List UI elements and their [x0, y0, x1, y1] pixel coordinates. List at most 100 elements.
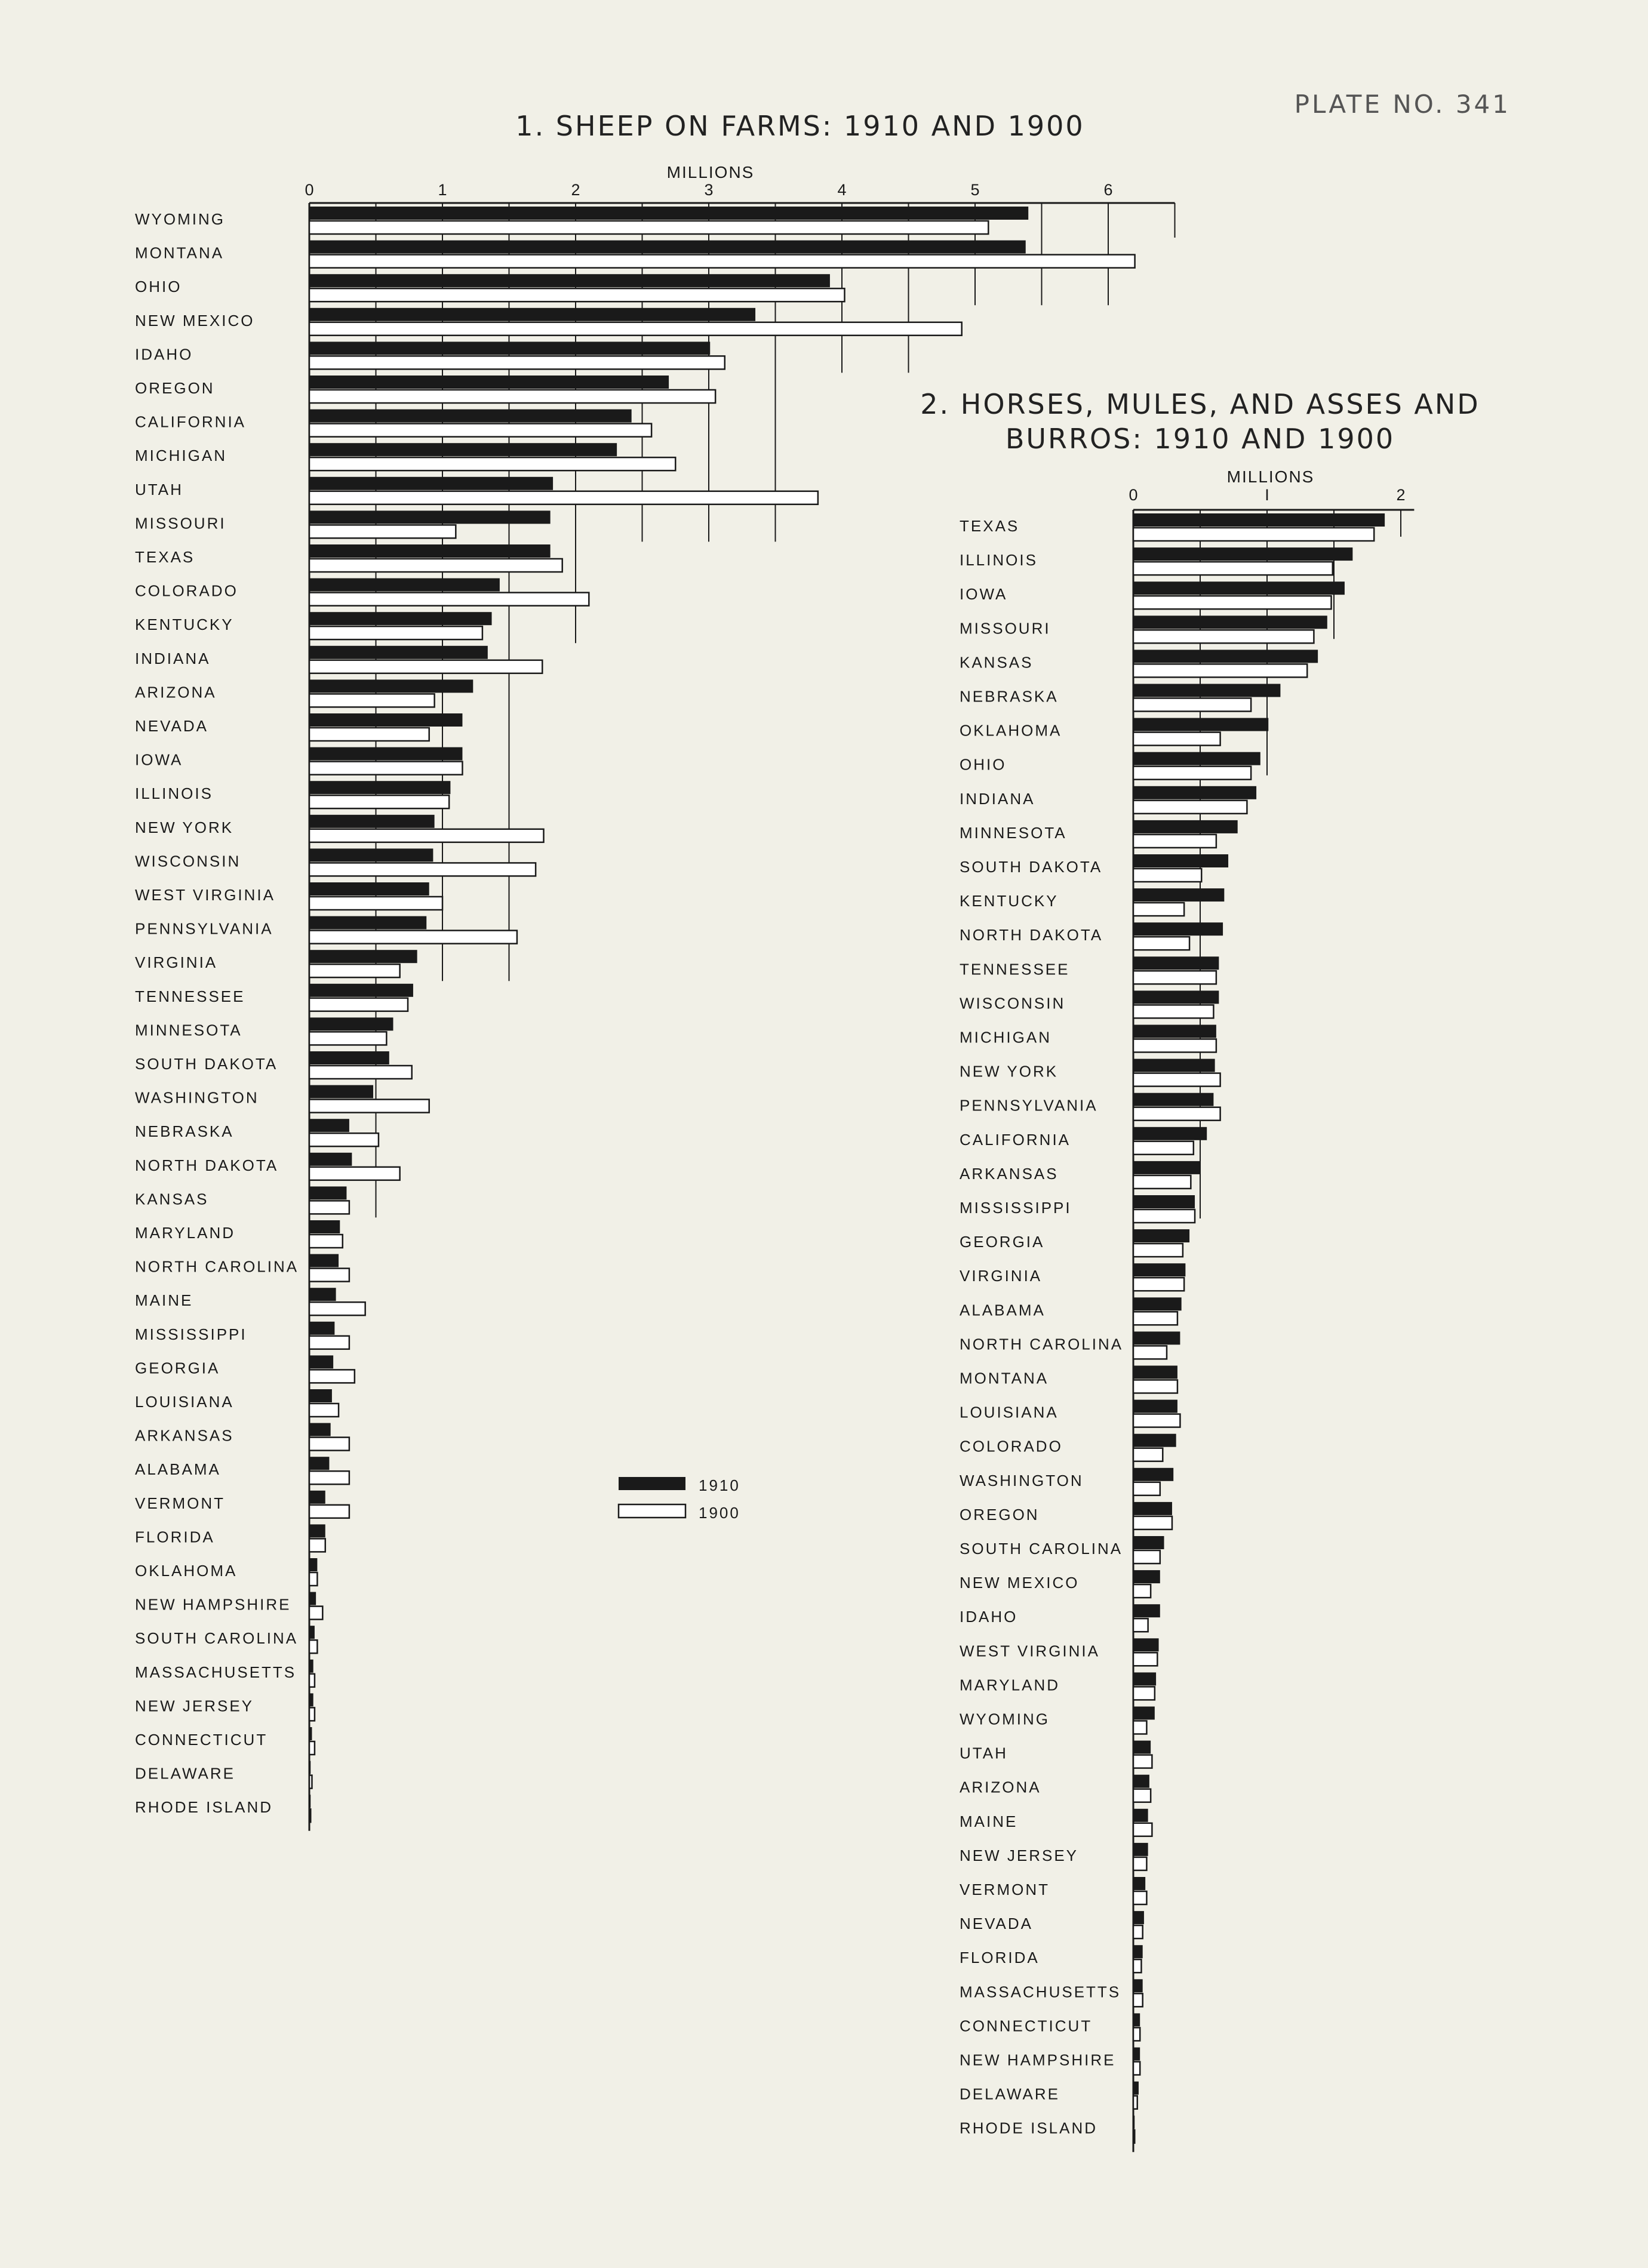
sheep-bar-1900 [308, 693, 435, 708]
horses-category-label: RHODE ISLAND [960, 2119, 1097, 2137]
sheep-bar-1900 [308, 423, 653, 438]
sheep-bar-1900 [308, 355, 726, 370]
sheep-category-label: MINNESOTA [135, 1021, 242, 1039]
horses-category-label: MINNESOTA [960, 824, 1067, 842]
horses-category-label: OHIO [960, 756, 1006, 774]
horses-category-label: MICHIGAN [960, 1029, 1051, 1047]
horses-bar-1900 [1132, 629, 1315, 644]
horses-bar-1910 [1133, 1399, 1177, 1413]
legend-swatch-1900 [617, 1503, 687, 1519]
horses-bar-1900 [1132, 1993, 1143, 2008]
horses-bar-1900 [1132, 1345, 1168, 1360]
horses-bar-1900 [1132, 1890, 1148, 1906]
sheep-bar-1910 [309, 848, 433, 862]
sheep-bar-1900 [308, 1740, 316, 1756]
horses-category-label: IOWA [960, 585, 1007, 603]
sheep-category-label: LOUISIANA [135, 1393, 234, 1411]
horses-category-label: MASSACHUSETTS [960, 1983, 1121, 2001]
sheep-category-label: ILLINOIS [135, 784, 213, 802]
horses-category-label: NORTH DAKOTA [960, 926, 1103, 944]
sheep-category-label: SOUTH CAROLINA [135, 1629, 298, 1647]
sheep-bar-1910 [309, 747, 463, 761]
sheep-category-label: RHODE ISLAND [135, 1798, 273, 1816]
horses-bar-1900 [1132, 663, 1308, 678]
sheep-bar-1910 [309, 476, 554, 490]
horses-bar-1900 [1132, 1481, 1161, 1497]
sheep-bar-1910 [309, 510, 551, 524]
sheep-bar-1900 [308, 930, 518, 944]
sheep-tick-label: 4 [837, 181, 846, 199]
horses-bar-1910 [1133, 956, 1219, 970]
sheep-bar-1910 [309, 1254, 339, 1267]
horses-bar-1910 [1133, 1365, 1177, 1379]
sheep-bar-1910 [309, 713, 463, 727]
horses-bar-1900 [1132, 1038, 1217, 1053]
horses-bar-1910 [1133, 650, 1318, 663]
horses-tick-label: 0 [1129, 486, 1137, 504]
horses-category-label: NEW HAMPSHIRE [960, 2051, 1115, 2069]
horses-bar-1900 [1132, 1652, 1158, 1667]
sheep-bar-1910 [309, 544, 551, 558]
horses-bar-1900 [1132, 595, 1332, 610]
horses-bar-1900 [1132, 867, 1203, 883]
horses-bar-1910 [1133, 1127, 1207, 1140]
horses-bar-1900 [1132, 1720, 1148, 1735]
sheep-category-label: NORTH CAROLINA [135, 1258, 299, 1276]
horses-category-label: NEW JERSEY [960, 1847, 1078, 1864]
sheep-bar-1900 [308, 389, 717, 404]
sheep-category-label: KANSAS [135, 1190, 209, 1208]
sheep-category-label: IOWA [135, 751, 183, 769]
sheep-bar-1900 [308, 1504, 350, 1519]
horses-category-label: MAINE [960, 1812, 1017, 1830]
horses-bar-1900 [1132, 2095, 1138, 2110]
sheep-tick-label: 3 [704, 181, 713, 199]
sheep-category-label: INDIANA [135, 650, 210, 667]
sheep-bar-1900 [308, 490, 819, 506]
horses-bar-1900 [1132, 2061, 1141, 2076]
horses-category-label: SOUTH CAROLINA [960, 1540, 1123, 1558]
horses-bar-1900 [1132, 1856, 1148, 1872]
horses-bar-1910 [1133, 547, 1353, 561]
sheep-bar-1900 [308, 220, 989, 235]
sheep-category-label: KENTUCKY [135, 616, 234, 633]
sheep-category-label: CONNECTICUT [135, 1731, 268, 1749]
sheep-bar-1900 [308, 456, 677, 472]
sheep-category-label: MASSACHUSETTS [135, 1663, 296, 1681]
horses-bar-1900 [1132, 561, 1334, 576]
sheep-category-label: WYOMING [135, 210, 225, 228]
horses-bar-1910 [1133, 1911, 1144, 1925]
sheep-bar-1910 [309, 1558, 318, 1571]
horses-bar-1900 [1132, 697, 1252, 712]
sheep-bar-1910 [309, 207, 1029, 220]
horses-bar-1900 [1132, 935, 1191, 951]
sheep-bar-1910 [309, 578, 500, 592]
horses-category-label: ALABAMA [960, 1301, 1046, 1319]
plate-number: PLATE NO. 341 [1294, 90, 1511, 119]
sheep-bar-1900 [308, 1571, 318, 1587]
horses-bar-1910 [1133, 513, 1385, 527]
horses-bar-1910 [1133, 1877, 1146, 1890]
horses-category-label: ARKANSAS [960, 1165, 1059, 1183]
sheep-category-label: WASHINGTON [135, 1089, 259, 1107]
horses-bar-1910 [1133, 2013, 1140, 2027]
horses-tick-label: 2 [1396, 486, 1405, 504]
sheep-tick-label: 1 [438, 181, 447, 199]
horses-bar-1910 [1133, 1979, 1143, 1993]
horses-bar-1910 [1133, 581, 1345, 595]
sheep-bar-1910 [309, 1017, 393, 1031]
sheep-unit-label: MILLIONS [667, 163, 755, 181]
horses-category-label: SOUTH DAKOTA [960, 858, 1102, 876]
sheep-bar-1900 [308, 963, 401, 978]
horses-category-label: INDIANA [960, 790, 1035, 808]
horses-bar-1910 [1133, 922, 1223, 936]
horses-bar-1910 [1133, 1093, 1214, 1106]
horses-category-label: VIRGINIA [960, 1267, 1042, 1285]
horses-unit-label: MILLIONS [1227, 467, 1315, 486]
sheep-category-label: ALABAMA [135, 1460, 221, 1478]
horses-bar-1900 [1132, 731, 1221, 746]
sheep-bar-1910 [309, 1626, 315, 1639]
horses-category-label: TEXAS [960, 517, 1019, 535]
horses-category-label: MONTANA [960, 1370, 1049, 1387]
sheep-bar-1900 [308, 1098, 430, 1113]
